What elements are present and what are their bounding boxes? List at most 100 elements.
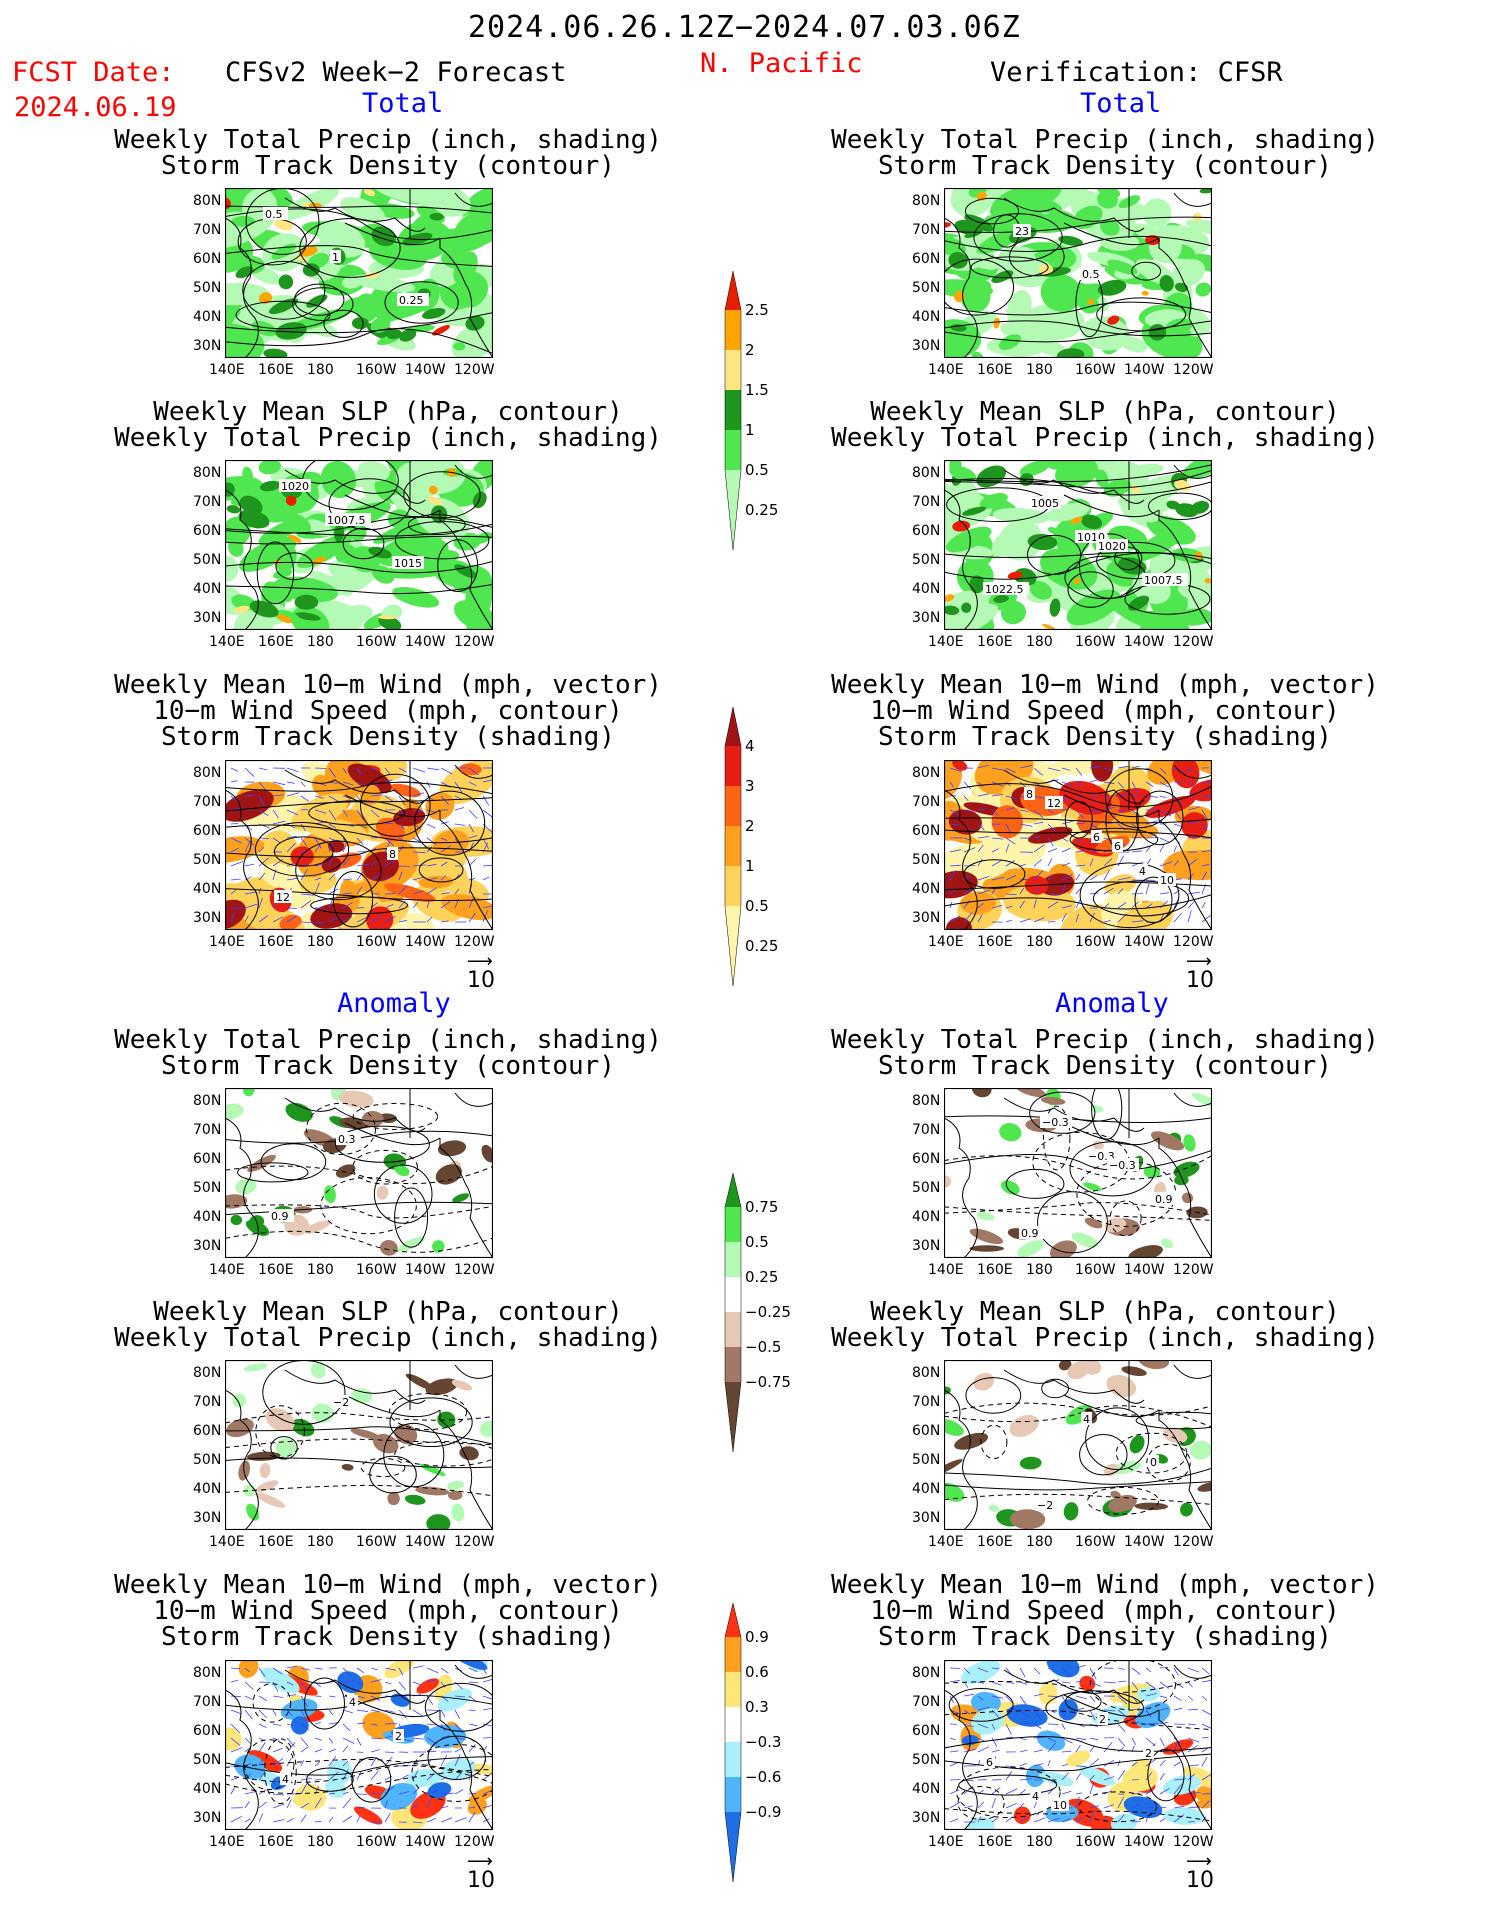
colorbar-tick-label: 1 [745, 857, 755, 875]
contour-label: 6 [1093, 831, 1100, 844]
panel-title-line: Weekly Mean SLP (hPa, contour) [153, 397, 623, 427]
vector-reference-value: 10 [1186, 968, 1214, 993]
lon-tick-label: 140E [209, 1534, 245, 1550]
lat-tick-label: 60N [912, 523, 941, 539]
lat-tick-label: 60N [912, 823, 941, 839]
lon-tick-label: 140W [1124, 1534, 1165, 1550]
lon-tick-label: 160E [977, 362, 1013, 378]
map-panel-8: 0.9 −0.3 0.9 −0.3 −0.3 [944, 1088, 1212, 1258]
contour-label: 2 [1099, 1713, 1106, 1726]
lat-tick-label: 70N [193, 1394, 222, 1410]
panel-title-line: Storm Track Density (shading) [161, 1622, 615, 1652]
section-anomaly-left: Anomaly [337, 988, 451, 1019]
lat-tick-label: 40N [193, 309, 222, 325]
lat-tick-label: 80N [912, 1093, 941, 1109]
colorbar-tick-label: 2 [745, 341, 755, 359]
lat-tick-label: 60N [193, 1423, 222, 1439]
lon-tick-label: 160E [977, 1262, 1013, 1278]
colorbar-tick-label: 0.5 [745, 1233, 769, 1251]
vector-reference: ⟶ 10 [467, 951, 495, 994]
panel-title-line: Weekly Mean SLP (hPa, contour) [153, 1297, 623, 1327]
lon-tick-label: 120W [454, 1262, 495, 1278]
lon-tick-label: 180 [307, 934, 334, 950]
lat-tick-label: 60N [193, 523, 222, 539]
lon-tick-label: 140W [405, 1262, 446, 1278]
lat-tick-label: 60N [912, 1423, 941, 1439]
panel-title-line: Storm Track Density (contour) [161, 1051, 615, 1081]
colorbar-tick-label: 4 [745, 737, 755, 755]
vector-reference-arrow-icon: ⟶ [467, 951, 493, 972]
colorbar-tick-label: 0.25 [745, 501, 779, 519]
lon-tick-label: 160E [977, 934, 1013, 950]
lat-tick-label: 80N [193, 1093, 222, 1109]
lon-tick-label: 160E [258, 362, 294, 378]
contour-label: 1020 [281, 480, 309, 493]
lon-tick-label: 160W [356, 1262, 397, 1278]
lon-tick-label: 140W [1124, 934, 1165, 950]
lon-tick-label: 180 [1026, 934, 1053, 950]
lon-tick-label: 160W [356, 1834, 397, 1850]
lon-tick-label: 140W [405, 362, 446, 378]
forecast-label: CFSv2 Week−2 Forecast [225, 57, 567, 88]
lat-tick-label: 40N [912, 309, 941, 325]
map-panel-10: 4 0 −2 [944, 1360, 1212, 1530]
lon-tick-label: 120W [454, 362, 495, 378]
lon-tick-label: 160W [1075, 1262, 1116, 1278]
contour-label: 0.3 [338, 1133, 356, 1146]
lat-tick-label: 60N [193, 251, 222, 267]
colorbar-tick-label: 2 [745, 817, 755, 835]
panel-title-line: Weekly Mean 10−m Wind (mph, vector) [114, 1570, 662, 1600]
panel-title-12: Weekly Mean 10−m Wind (mph, vector) 10−m … [805, 1572, 1405, 1650]
lat-tick-label: 30N [912, 1810, 941, 1826]
colorbar-tick-label: 3 [745, 777, 755, 795]
lat-tick-label: 50N [193, 1752, 222, 1768]
contour-label: 8 [389, 848, 396, 861]
panel-title-3: Weekly Mean SLP (hPa, contour) Weekly Tot… [88, 399, 688, 451]
panel-title-5: Weekly Mean 10−m Wind (mph, vector) 10−m … [88, 672, 688, 750]
contour-label: 12 [276, 891, 290, 904]
vector-reference: ⟶ 10 [1186, 1853, 1214, 1894]
panel-title-4: Weekly Mean SLP (hPa, contour) Weekly Tot… [805, 399, 1405, 451]
lon-tick-label: 160W [356, 1534, 397, 1550]
lat-tick-label: 30N [912, 910, 941, 926]
lat-tick-label: 70N [912, 494, 941, 510]
lon-tick-label: 160E [977, 634, 1013, 650]
contour-label: 0.5 [265, 208, 283, 221]
lat-tick-label: 80N [912, 193, 941, 209]
lat-tick-label: 50N [193, 552, 222, 568]
lat-tick-label: 70N [193, 1694, 222, 1710]
panel-title-10: Weekly Mean SLP (hPa, contour) Weekly Tot… [805, 1299, 1405, 1351]
contour-label: 2 [1145, 1747, 1152, 1760]
panel-title-line: Weekly Total Precip (inch, shading) [831, 423, 1379, 453]
panel-title-1: Weekly Total Precip (inch, shading) Storm… [88, 127, 688, 179]
lon-tick-label: 140W [405, 634, 446, 650]
lon-tick-label: 120W [1173, 934, 1214, 950]
lat-tick-label: 50N [912, 1180, 941, 1196]
vector-reference-value: 10 [1186, 1868, 1214, 1893]
lon-tick-label: 140E [928, 362, 964, 378]
lat-tick-label: 80N [193, 465, 222, 481]
lat-tick-label: 50N [193, 1180, 222, 1196]
lat-tick-label: 30N [193, 610, 222, 626]
lon-tick-label: 140W [1124, 634, 1165, 650]
date-range-title: 2024.06.26.12Z−2024.07.03.06Z [468, 10, 1021, 45]
panel-title-line: 10−m Wind Speed (mph, contour) [153, 696, 623, 726]
contour-label: 4 [282, 1773, 289, 1786]
lat-tick-label: 60N [912, 1151, 941, 1167]
panel-title-8: Weekly Total Precip (inch, shading) Storm… [805, 1027, 1405, 1079]
contour-label: 0.9 [1155, 1193, 1173, 1206]
colorbar-precip-total [724, 270, 742, 552]
lon-tick-label: 120W [1173, 362, 1214, 378]
contour-label: 4 [349, 1696, 356, 1709]
lat-tick-label: 30N [193, 1810, 222, 1826]
colorbar-tick-label: −0.75 [745, 1373, 791, 1391]
vector-reference: ⟶ 10 [1186, 953, 1214, 994]
lat-tick-label: 70N [912, 222, 941, 238]
lon-tick-label: 160E [258, 634, 294, 650]
contour-label: −2 [333, 1396, 349, 1409]
lat-tick-label: 80N [193, 765, 222, 781]
contour-label: 12 [1047, 797, 1061, 810]
contour-label: 0.5 [1082, 268, 1100, 281]
panel-title-line: 10−m Wind Speed (mph, contour) [153, 1596, 623, 1626]
lat-tick-label: 40N [193, 1481, 222, 1497]
